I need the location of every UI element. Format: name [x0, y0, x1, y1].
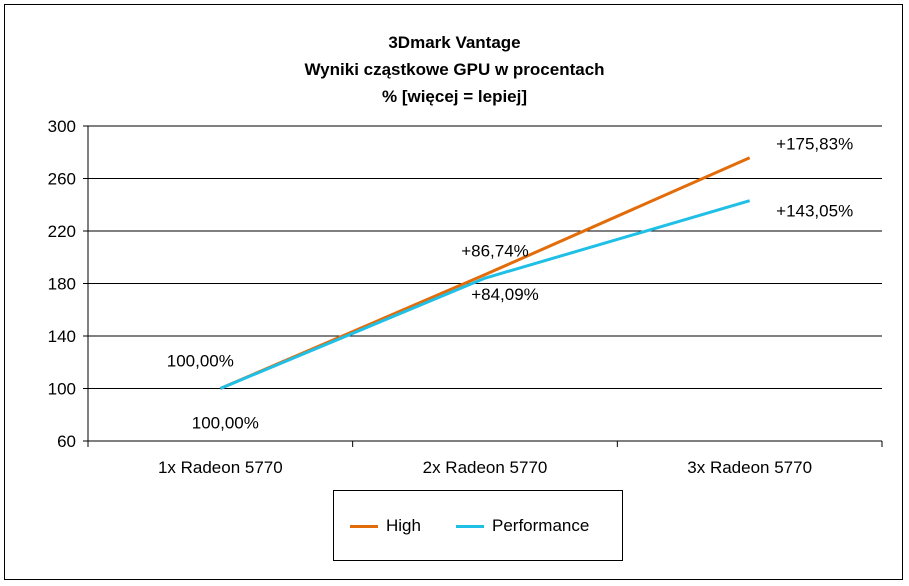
y-tick-label: 300 — [48, 117, 76, 136]
data-label-performance: +143,05% — [776, 202, 853, 221]
legend-item-high: High — [350, 516, 421, 536]
data-label-performance: 100,00% — [192, 414, 259, 433]
y-tick-label: 100 — [48, 380, 76, 399]
series-line-performance — [219, 199, 751, 390]
chart-title-line-1: 3Dmark Vantage — [388, 33, 521, 52]
x-tick-label: 2x Radeon 5770 — [423, 458, 548, 477]
data-label-high: 100,00% — [167, 352, 234, 371]
legend-item-performance: Performance — [456, 516, 589, 536]
y-tick-label: 180 — [48, 275, 76, 294]
data-label-performance: +84,09% — [471, 285, 539, 304]
chart-title-line-3: % [więcej = lepiej] — [381, 87, 528, 106]
legend-swatch-high — [350, 524, 378, 528]
data-label-high: +86,74% — [461, 242, 529, 261]
y-tick-label: 260 — [48, 170, 76, 189]
data-label-high: +175,83% — [776, 135, 853, 154]
y-tick-label: 60 — [57, 432, 76, 451]
legend-swatch-performance — [456, 524, 484, 528]
x-tick-label: 1x Radeon 5770 — [158, 458, 283, 477]
legend-label-high: High — [386, 516, 421, 535]
legend-label-performance: Performance — [492, 516, 590, 535]
y-tick-label: 220 — [48, 222, 76, 241]
y-tick-label: 140 — [48, 327, 76, 346]
chart-title-line-2: Wyniki cząstkowe GPU w procentach — [304, 60, 605, 79]
x-tick-label: 3x Radeon 5770 — [687, 458, 812, 477]
legend: High Performance — [333, 490, 623, 561]
